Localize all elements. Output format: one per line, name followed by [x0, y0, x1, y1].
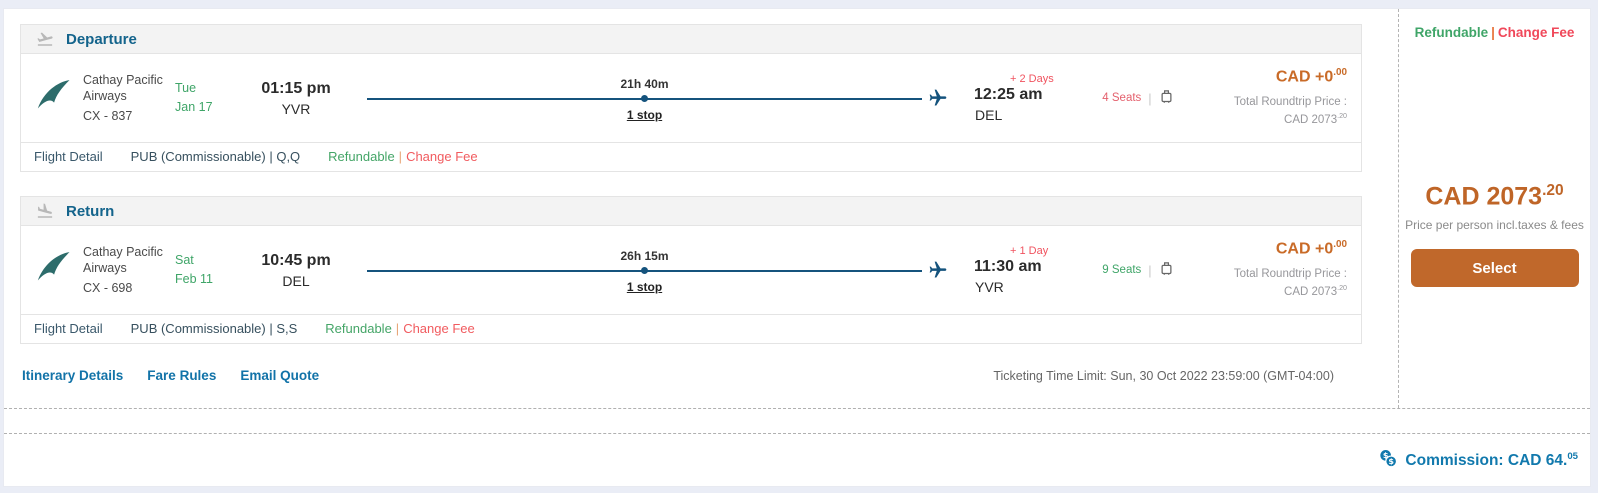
select-button[interactable]: Select [1410, 249, 1579, 288]
total-roundtrip-price: Total Roundtrip Price : CAD 2073.20 [1233, 96, 1347, 127]
seats-info: 9 Seats | [1090, 260, 1186, 280]
fare-basis-text: PUB (Commissionable) | Q,Q [130, 149, 301, 164]
email-quote-link[interactable]: Email Quote [240, 368, 320, 383]
departure-time: 10:45 pm [261, 251, 331, 269]
footer-links: Itinerary Details Fare Rules Email Quote [22, 368, 319, 383]
arrival-time: 11:30 am [974, 258, 1042, 275]
airplane-icon [928, 88, 948, 113]
divider-dashed-bottom [4, 433, 1590, 434]
commission-text: $ $ Commission: CAD 64.05 [1379, 449, 1578, 473]
flight-result-card: Departure Cathay Pacific Airways CX - 83… [3, 8, 1591, 487]
panel-refundable-status: Refundable | Change Fee [1414, 25, 1575, 40]
departure-airport-code: DEL [282, 272, 310, 289]
arrival-time-block: + 1 Day 11:30 am YVR [974, 245, 1090, 295]
stop-dot-icon [640, 267, 648, 274]
ticketing-time-limit: Ticketing Time Limit: Sun, 30 Oct 2022 2… [993, 368, 1334, 383]
fare-price-block: CAD +0.00 Total Roundtrip Price : CAD 20… [1186, 67, 1361, 130]
stops-link[interactable]: 1 stop [626, 108, 663, 122]
departure-time: 01:15 pm [261, 79, 331, 97]
departure-date-value: Jan 17 [175, 100, 213, 114]
coins-icon: $ $ [1379, 449, 1398, 473]
airline-name: Cathay Pacific Airways [83, 72, 163, 103]
section-title: Departure [66, 30, 137, 48]
price-side-panel: Refundable | Change Fee CAD 2073.20 Price … [1398, 9, 1590, 408]
seats-count: 4 Seats [1102, 92, 1142, 104]
arrival-time-block: + 2 Days 12:25 am DEL [974, 73, 1090, 123]
divider-dashed-top [4, 408, 1590, 409]
airline-name: Cathay Pacific Airways [83, 244, 163, 275]
flight-duration: 26h 15m [620, 249, 669, 263]
svg-text:$: $ [1389, 457, 1395, 466]
stop-dot-icon [640, 95, 648, 102]
baggage-icon[interactable] [1159, 88, 1174, 108]
flight-timeline: 26h 15m 1 stop [367, 239, 948, 301]
flight-number: CX - 698 [83, 281, 133, 296]
fare-basis-text: PUB (Commissionable) | S,S [130, 321, 298, 336]
airline-info: Cathay Pacific Airways CX - 698 [83, 244, 175, 297]
departure-day: Tue [175, 81, 197, 96]
refundable-status: Refundable | Change Fee [328, 149, 478, 164]
seats-count: 9 Seats [1102, 264, 1142, 276]
flights-column: Departure Cathay Pacific Airways CX - 83… [4, 9, 1400, 408]
departure-time-block: 01:15 pm YVR [237, 80, 355, 117]
itinerary-details-link[interactable]: Itinerary Details [22, 368, 124, 383]
departure-header: Departure [21, 25, 1361, 54]
stops-link-wrap: 1 stop [367, 280, 922, 294]
flight-row: Cathay Pacific Airways CX - 837 Tue Jan … [21, 54, 1361, 142]
refundable-status: Refundable | Change Fee [325, 321, 475, 336]
commission-value: Commission: CAD 64.05 [1405, 451, 1578, 470]
fare-price-block: CAD +0.00 Total Roundtrip Price : CAD 20… [1186, 239, 1361, 302]
departure-airport-code: YVR [281, 100, 311, 117]
fare-difference: CAD +0.00 [1275, 66, 1347, 85]
flight-detail-link[interactable]: Flight Detail [34, 321, 103, 336]
arrival-airport-code: DEL [975, 107, 1003, 123]
total-price: CAD 2073.20 [1425, 182, 1564, 211]
fare-rules-link[interactable]: Fare Rules [147, 368, 217, 383]
return-header: Return [21, 197, 1361, 226]
departure-date: Sat Feb 11 [175, 251, 237, 289]
flight-takeoff-icon [34, 30, 56, 48]
itinerary-footer-row: Itinerary Details Fare Rules Email Quote… [20, 368, 1362, 383]
flight-duration: 21h 40m [620, 77, 669, 91]
flight-links-row: Flight Detail PUB (Commissionable) | Q,Q… [21, 142, 1361, 171]
flight-links-row: Flight Detail PUB (Commissionable) | S,S… [21, 314, 1361, 343]
section-title: Return [66, 202, 115, 220]
arrival-day-offset: + 1 Day [1010, 245, 1049, 257]
departure-date-value: Feb 11 [175, 272, 213, 286]
arrival-time: 12:25 am [974, 86, 1043, 103]
flight-land-icon [34, 202, 56, 220]
return-section: Return Cathay Pacific Airways CX - 698 S… [20, 196, 1362, 344]
arrival-day-offset: + 2 Days [1010, 73, 1054, 85]
total-roundtrip-price: Total Roundtrip Price : CAD 2073.20 [1233, 268, 1347, 299]
baggage-icon[interactable] [1159, 260, 1174, 280]
arrival-airport-code: YVR [975, 279, 1004, 295]
flight-detail-link[interactable]: Flight Detail [34, 149, 103, 164]
departure-time-block: 10:45 pm DEL [237, 252, 355, 289]
svg-text:$: $ [1383, 451, 1389, 460]
airline-info: Cathay Pacific Airways CX - 837 [83, 72, 175, 125]
fare-difference: CAD +0.00 [1275, 238, 1347, 257]
stops-link-wrap: 1 stop [367, 108, 922, 122]
cathay-pacific-logo-icon [31, 76, 75, 121]
flight-number: CX - 837 [83, 109, 133, 124]
commission-row: $ $ Commission: CAD 64.05 [4, 434, 1590, 488]
flight-row: Cathay Pacific Airways CX - 698 Sat Feb … [21, 226, 1361, 314]
departure-day: Sat [175, 253, 194, 268]
seats-separator: | [1148, 90, 1152, 106]
seats-separator: | [1148, 262, 1152, 278]
cathay-pacific-logo-icon [31, 248, 75, 293]
departure-section: Departure Cathay Pacific Airways CX - 83… [20, 24, 1362, 172]
seats-info: 4 Seats | [1090, 88, 1186, 108]
price-note: Price per person incl.taxes & fees [1405, 218, 1584, 233]
departure-date: Tue Jan 17 [175, 79, 237, 117]
airplane-icon [928, 260, 948, 285]
stops-link[interactable]: 1 stop [626, 280, 663, 294]
flight-timeline: 21h 40m 1 stop [367, 67, 948, 129]
